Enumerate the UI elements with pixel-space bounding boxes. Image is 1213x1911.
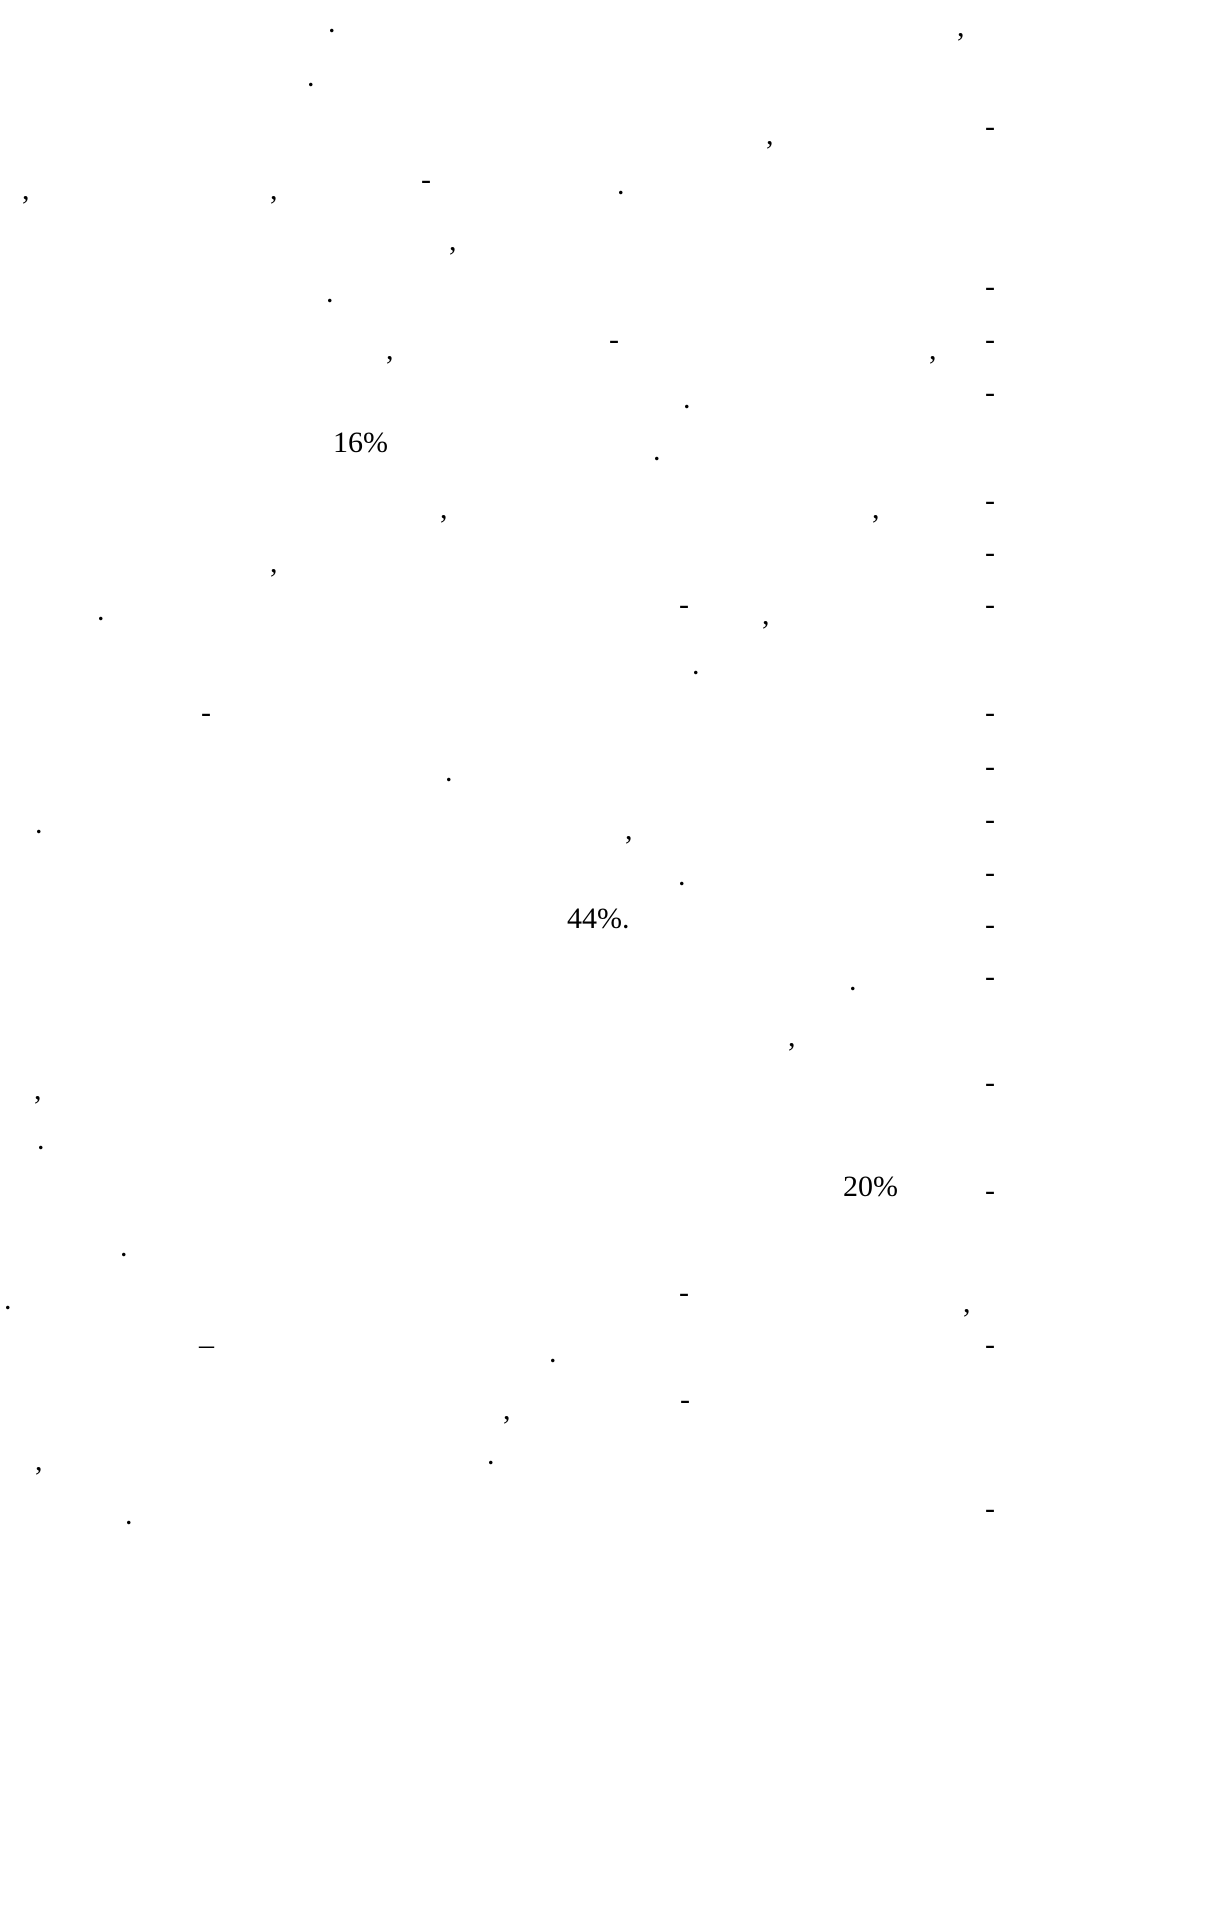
text-mark: - — [985, 1328, 995, 1361]
percentage-value: 16% — [333, 426, 388, 459]
text-mark: - — [985, 1066, 995, 1099]
text-mark: . — [683, 382, 691, 415]
text-mark: , — [762, 598, 770, 631]
text-mark: - — [985, 908, 995, 941]
text-mark: . — [328, 6, 336, 39]
text-mark: - — [985, 856, 995, 889]
text-mark: - — [985, 803, 995, 836]
text-mark: - — [985, 484, 995, 517]
text-mark: , — [270, 546, 278, 579]
text-mark: , — [503, 1393, 511, 1426]
text-mark: - — [679, 1276, 689, 1309]
text-mark: - — [680, 1383, 690, 1416]
text-mark: , — [440, 492, 448, 525]
text-mark: . — [307, 60, 315, 93]
text-mark: . — [849, 964, 857, 997]
text-mark: . — [120, 1230, 128, 1263]
text-mark: - — [985, 750, 995, 783]
text-mark: – — [199, 1328, 214, 1361]
percentage-value: 20% — [843, 1170, 898, 1203]
text-mark: , — [449, 224, 457, 257]
text-mark: - — [985, 376, 995, 409]
text-mark: . — [678, 859, 686, 892]
text-mark: , — [386, 333, 394, 366]
text-mark: - — [609, 323, 619, 356]
text-mark: - — [985, 323, 995, 356]
text-mark: - — [985, 1492, 995, 1525]
text-mark: , — [625, 813, 633, 846]
text-mark: . — [97, 594, 105, 627]
text-mark: - — [679, 588, 689, 621]
text-mark: , — [34, 1073, 42, 1106]
text-mark: - — [985, 960, 995, 993]
text-mark: . — [653, 434, 661, 467]
text-mark: . — [125, 1498, 133, 1531]
text-mark: . — [445, 755, 453, 788]
percentage-value: 44%. — [567, 902, 630, 935]
text-mark: . — [487, 1438, 495, 1471]
text-mark: , — [22, 173, 30, 206]
text-mark: . — [4, 1283, 12, 1316]
text-mark: , — [957, 10, 965, 43]
text-mark: - — [201, 696, 211, 729]
text-mark: - — [985, 588, 995, 621]
text-mark: - — [985, 110, 995, 143]
text-mark: . — [549, 1336, 557, 1369]
text-mark: . — [692, 648, 700, 681]
text-mark: , — [35, 1444, 43, 1477]
text-mark: . — [35, 807, 43, 840]
text-mark: , — [963, 1286, 971, 1319]
text-mark: . — [617, 168, 625, 201]
text-mark: - — [421, 163, 431, 196]
text-mark: , — [270, 173, 278, 206]
text-mark: . — [326, 276, 334, 309]
text-mark: , — [929, 333, 937, 366]
text-mark: - — [985, 1174, 995, 1207]
text-mark: - — [985, 696, 995, 729]
text-mark: - — [985, 536, 995, 569]
text-mark: . — [37, 1123, 45, 1156]
text-mark: , — [766, 118, 774, 151]
text-mark: , — [788, 1020, 796, 1053]
text-mark: - — [985, 270, 995, 303]
text-mark: , — [872, 492, 880, 525]
